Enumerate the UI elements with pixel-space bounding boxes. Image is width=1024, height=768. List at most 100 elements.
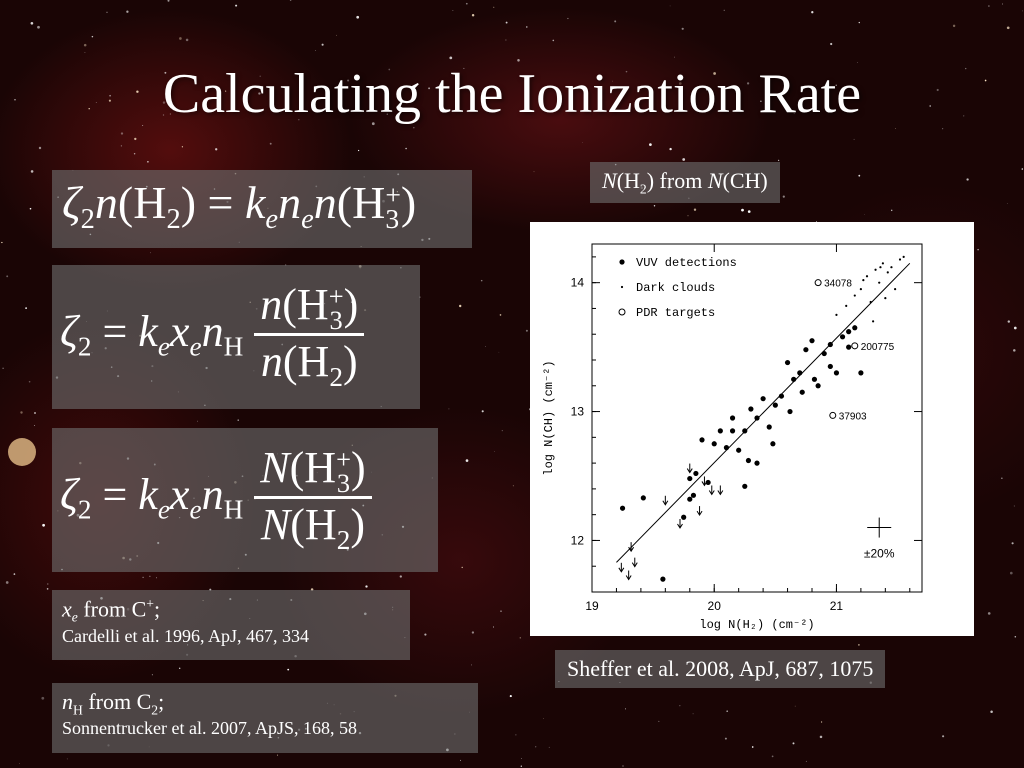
- x-tick-label: 19: [585, 599, 599, 613]
- star: [31, 170, 34, 173]
- star: [520, 637, 521, 638]
- dark-cloud-point: [878, 282, 880, 284]
- star: [515, 734, 516, 735]
- star: [168, 0, 170, 2]
- vuv-detection-point: [641, 495, 646, 500]
- star: [988, 5, 990, 7]
- vuv-detection-point: [742, 428, 747, 433]
- equation-3-box: ζ2 = kexenH N(H +3) N(H2): [52, 428, 438, 572]
- star: [966, 178, 968, 180]
- star: [235, 5, 237, 7]
- star: [793, 742, 795, 744]
- star: [895, 128, 896, 129]
- star: [543, 718, 544, 719]
- star: [1008, 320, 1010, 322]
- star: [505, 39, 506, 40]
- legend-label: Dark clouds: [636, 281, 715, 295]
- star: [29, 381, 31, 383]
- pdr-target-point: [852, 343, 858, 349]
- pdr-target-point: [815, 280, 821, 286]
- star: [864, 214, 865, 215]
- vuv-detection-point: [724, 445, 729, 450]
- star: [39, 147, 41, 149]
- dark-cloud-point: [854, 294, 856, 296]
- star: [510, 695, 512, 697]
- star: [270, 143, 272, 145]
- vuv-detection-point: [691, 493, 696, 498]
- star: [694, 209, 696, 211]
- star: [820, 736, 823, 739]
- equation-1-box: ζ2n(H2) = kenen(H +3): [52, 170, 472, 248]
- star: [659, 721, 660, 722]
- star: [493, 7, 494, 8]
- star: [472, 14, 474, 16]
- star: [142, 577, 143, 578]
- star: [365, 585, 367, 587]
- dark-cloud-point: [899, 258, 901, 260]
- star: [238, 419, 239, 420]
- star: [1012, 542, 1014, 544]
- star: [783, 196, 785, 198]
- star: [466, 459, 469, 462]
- star: [19, 763, 20, 764]
- slide-title: Calculating the Ionization Rate: [0, 62, 1024, 126]
- star: [526, 330, 528, 332]
- star: [534, 171, 535, 172]
- vuv-detection-point: [754, 415, 759, 420]
- vuv-detection-point: [718, 428, 723, 433]
- vuv-detection-point: [800, 390, 805, 395]
- star: [107, 12, 108, 13]
- scatter-chart: 19 20 21121314log N(H₂) (cm⁻²)log N(CH) (c…: [530, 222, 974, 636]
- dark-cloud-point: [903, 256, 905, 258]
- dark-cloud-point: [860, 288, 862, 290]
- vuv-detection-point: [812, 377, 817, 382]
- star: [854, 139, 855, 140]
- dark-cloud-point: [882, 262, 884, 264]
- scatter-figure: 19 20 21 12 13 14 log N(H₂) (cm⁻²) log N(CH) (c…: [530, 222, 974, 636]
- vuv-detection-point: [770, 441, 775, 446]
- star: [84, 52, 85, 53]
- star: [724, 10, 725, 11]
- star: [682, 158, 685, 161]
- dark-cloud-point: [862, 279, 864, 281]
- star: [460, 760, 461, 761]
- star: [526, 26, 527, 27]
- pdr-target-label: 34078: [824, 279, 852, 290]
- star: [500, 314, 502, 316]
- star: [688, 215, 689, 216]
- star: [977, 249, 979, 251]
- x-tick-label: 21: [830, 599, 844, 613]
- vuv-detection-point: [746, 458, 751, 463]
- star: [405, 148, 407, 150]
- legend-label: PDR targets: [636, 306, 715, 320]
- star: [126, 11, 128, 13]
- zeta-symbol: ζ: [62, 177, 81, 228]
- vuv-detection-point: [736, 448, 741, 453]
- star: [693, 713, 694, 714]
- star: [413, 127, 415, 129]
- vuv-detection-point: [828, 364, 833, 369]
- vuv-detection-point: [754, 461, 759, 466]
- star: [290, 0, 292, 1]
- equation-1: ζ2n(H2) = kenen(H +3): [62, 176, 416, 236]
- star: [322, 44, 324, 46]
- star: [942, 735, 944, 737]
- star: [84, 44, 87, 47]
- star: [179, 668, 180, 669]
- star: [1022, 11, 1023, 12]
- star: [953, 25, 955, 27]
- star: [356, 16, 359, 19]
- star: [670, 6, 671, 7]
- star: [482, 410, 484, 412]
- dark-cloud-point: [879, 266, 881, 268]
- dark-cloud-point: [884, 297, 886, 299]
- dark-cloud-point: [894, 288, 896, 290]
- star: [859, 22, 860, 23]
- xe-reference-title: xe from C+;: [62, 596, 309, 626]
- star: [37, 26, 40, 29]
- dark-cloud-point: [887, 271, 889, 273]
- vuv-detection-point: [660, 577, 665, 582]
- star: [149, 576, 150, 577]
- star: [471, 664, 472, 665]
- star: [42, 524, 45, 527]
